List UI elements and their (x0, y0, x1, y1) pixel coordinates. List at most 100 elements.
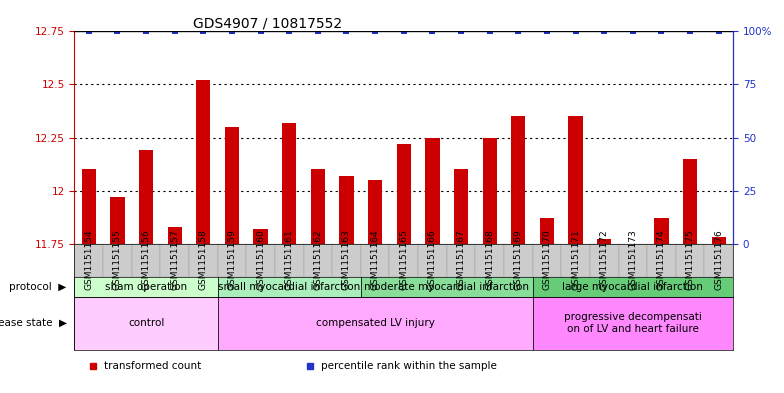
Point (541, 28, 554, 35)
Text: GSM1151161: GSM1151161 (285, 230, 294, 290)
Point (569, 28, 582, 35)
Bar (532, 277, 733, 297)
Text: GSM1151174: GSM1151174 (657, 230, 666, 290)
Bar (676, 244, 704, 277)
Text: moderate myocardial infarction: moderate myocardial infarction (365, 282, 529, 292)
Point (311, 28, 324, 35)
Bar (647, 31, 676, 244)
Bar (390, 31, 418, 244)
Text: GSM1151163: GSM1151163 (342, 230, 351, 290)
Point (655, 28, 668, 35)
Text: percentile rank within the sample: percentile rank within the sample (321, 361, 497, 371)
Bar (218, 244, 246, 277)
Text: GSM1151154: GSM1151154 (85, 230, 93, 290)
Point (512, 28, 524, 35)
Bar (103, 31, 132, 244)
Bar (139, 150, 153, 244)
Point (626, 28, 639, 35)
Bar (111, 197, 125, 244)
Bar (218, 277, 361, 297)
Bar (532, 31, 561, 244)
Text: transformed count: transformed count (104, 361, 201, 371)
Point (197, 28, 209, 35)
Text: GSM1151162: GSM1151162 (314, 230, 322, 290)
Bar (561, 244, 590, 277)
Bar (704, 244, 733, 277)
Bar (253, 229, 268, 244)
Text: small myocardial infarction: small myocardial infarction (218, 282, 361, 292)
Bar (475, 244, 504, 277)
Bar (282, 123, 296, 244)
Bar (361, 244, 390, 277)
Text: GSM1151169: GSM1151169 (514, 230, 523, 290)
Bar (332, 244, 361, 277)
Bar (275, 244, 303, 277)
Point (82, 28, 95, 35)
Text: GSM1151158: GSM1151158 (199, 230, 208, 290)
Point (340, 28, 353, 35)
Bar (619, 31, 647, 244)
Text: sham operation: sham operation (105, 282, 187, 292)
Point (254, 28, 267, 35)
Bar (482, 138, 497, 244)
Bar (532, 244, 561, 277)
Bar (561, 31, 590, 244)
Bar (504, 244, 532, 277)
Bar (189, 31, 218, 244)
Bar (504, 31, 532, 244)
Text: GSM1151176: GSM1151176 (714, 230, 723, 290)
Bar (218, 31, 246, 244)
Bar (332, 31, 361, 244)
Bar (590, 31, 619, 244)
Text: GSM1151166: GSM1151166 (428, 230, 437, 290)
Bar (447, 31, 475, 244)
Bar (218, 297, 532, 350)
Point (713, 28, 725, 35)
Text: GSM1151168: GSM1151168 (485, 230, 494, 290)
Text: GSM1151173: GSM1151173 (628, 230, 637, 290)
Text: GSM1151171: GSM1151171 (571, 230, 580, 290)
Point (169, 28, 181, 35)
Bar (189, 244, 218, 277)
Point (226, 28, 238, 35)
Point (111, 28, 124, 35)
Bar (74, 244, 103, 277)
Bar (619, 244, 647, 277)
Text: GSM1151157: GSM1151157 (170, 230, 180, 290)
Bar (390, 244, 418, 277)
Point (598, 28, 611, 35)
Text: GSM1151159: GSM1151159 (227, 230, 237, 290)
Bar (647, 244, 676, 277)
Text: GSM1151167: GSM1151167 (456, 230, 466, 290)
Text: compensated LV injury: compensated LV injury (316, 318, 434, 328)
Bar (74, 277, 218, 297)
Point (397, 28, 410, 35)
Point (426, 28, 439, 35)
Text: disease state  ▶: disease state ▶ (0, 318, 67, 328)
Bar (397, 144, 411, 244)
Bar (511, 116, 525, 244)
Text: GSM1151175: GSM1151175 (685, 230, 695, 290)
Bar (683, 159, 697, 244)
Point (484, 28, 496, 35)
Text: GDS4907 / 10817552: GDS4907 / 10817552 (193, 16, 342, 30)
Bar (676, 31, 704, 244)
Bar (361, 277, 532, 297)
Bar (655, 218, 669, 244)
Bar (82, 169, 96, 244)
Bar (425, 138, 440, 244)
Bar (275, 31, 303, 244)
Text: GSM1151156: GSM1151156 (142, 230, 151, 290)
Bar (368, 180, 383, 244)
Bar (704, 31, 733, 244)
Bar (418, 31, 447, 244)
Bar (196, 80, 210, 244)
Text: GSM1151164: GSM1151164 (371, 230, 379, 290)
Bar (161, 244, 189, 277)
Bar (103, 244, 132, 277)
Point (455, 28, 467, 35)
Bar (590, 244, 619, 277)
Text: protocol  ▶: protocol ▶ (9, 282, 67, 292)
Text: GSM1151170: GSM1151170 (543, 230, 551, 290)
Bar (454, 169, 468, 244)
